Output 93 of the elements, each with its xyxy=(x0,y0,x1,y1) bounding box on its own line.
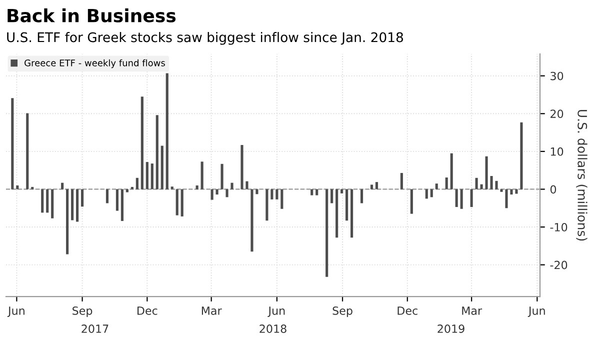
bar xyxy=(136,178,138,190)
bar xyxy=(256,189,258,194)
bar xyxy=(16,185,19,190)
bar xyxy=(230,182,234,190)
bar xyxy=(330,189,334,204)
bar xyxy=(46,189,49,213)
bar xyxy=(11,98,14,190)
x-tick-label: Jun xyxy=(268,306,285,317)
bar xyxy=(200,162,204,190)
y-tick-label: 20 xyxy=(550,110,564,118)
x-tick-label: Mar xyxy=(462,306,482,315)
bar xyxy=(216,189,218,195)
bar xyxy=(41,189,44,213)
x-tick-label: Jun xyxy=(528,306,545,317)
bar xyxy=(490,176,493,190)
bar xyxy=(266,189,268,221)
bar xyxy=(470,189,473,207)
bar xyxy=(106,189,109,204)
bar xyxy=(475,178,478,190)
bar xyxy=(346,189,348,221)
x-tick-label: Mar xyxy=(202,306,222,315)
bar xyxy=(76,189,79,222)
text: 2018 xyxy=(260,324,286,333)
bar xyxy=(146,162,148,190)
bar xyxy=(510,189,513,195)
bar xyxy=(51,189,54,218)
x-tick-label: Dec xyxy=(138,306,158,315)
y-tick-label: -20 xyxy=(550,260,568,270)
bar xyxy=(435,184,438,190)
bar xyxy=(156,115,158,190)
bar xyxy=(400,172,403,190)
bar xyxy=(360,189,364,204)
bar xyxy=(310,189,314,196)
bar xyxy=(26,113,29,190)
bar xyxy=(250,189,254,252)
y-axis-title: U.S. dollars (millions) xyxy=(576,110,588,241)
bar xyxy=(220,164,224,190)
bar xyxy=(180,189,184,216)
y-tick-label: 0 xyxy=(550,185,556,194)
bar xyxy=(375,182,378,190)
text: 2017 xyxy=(82,324,108,333)
bar xyxy=(460,189,463,209)
bar xyxy=(455,189,458,207)
bar xyxy=(280,189,284,209)
bar xyxy=(270,189,274,200)
bar xyxy=(81,189,84,207)
bar xyxy=(500,189,503,192)
bar xyxy=(515,189,518,194)
bar xyxy=(520,122,523,190)
bar xyxy=(316,189,318,196)
bar xyxy=(240,145,244,190)
x-tick-label: Sep xyxy=(332,306,352,318)
bar xyxy=(276,189,278,200)
bar xyxy=(66,189,69,254)
bar xyxy=(485,156,488,190)
chart-title: Back in Business xyxy=(8,8,176,22)
bar xyxy=(140,96,144,190)
bar xyxy=(226,189,228,198)
bar xyxy=(61,182,64,190)
text: 2019 xyxy=(438,324,464,333)
bar xyxy=(196,185,198,190)
bar xyxy=(160,146,164,190)
chart-subtitle: U.S. ETF for Greek stocks saw biggest inflow since Jan. 2018 xyxy=(7,32,404,45)
x-tick-label: Jun xyxy=(7,306,24,317)
bar xyxy=(170,186,174,190)
bar xyxy=(425,189,428,199)
x-tick-label: Sep xyxy=(72,306,92,318)
bar xyxy=(350,189,354,238)
bar xyxy=(450,153,453,190)
bar xyxy=(445,178,448,190)
y-tick-label: 10 xyxy=(550,147,564,156)
bar xyxy=(370,184,374,190)
bar xyxy=(336,189,338,238)
x-tick-label: Dec xyxy=(398,306,418,315)
bar xyxy=(166,73,168,190)
legend-label: Greece ETF - weekly fund flows xyxy=(24,59,165,68)
bar xyxy=(126,189,128,192)
bar xyxy=(410,189,413,214)
bar xyxy=(71,189,74,220)
bar xyxy=(340,189,344,194)
bar xyxy=(150,164,154,190)
bar xyxy=(326,189,328,277)
bar xyxy=(430,189,433,198)
bar xyxy=(495,180,498,190)
y-tick-label: -10 xyxy=(550,222,568,232)
bar xyxy=(176,189,178,216)
bar xyxy=(505,189,508,208)
bar xyxy=(210,189,214,200)
bar xyxy=(116,189,119,211)
bar xyxy=(246,181,248,190)
y-tick-label: 30 xyxy=(550,72,564,80)
bar xyxy=(480,184,483,190)
bar xyxy=(120,189,124,221)
